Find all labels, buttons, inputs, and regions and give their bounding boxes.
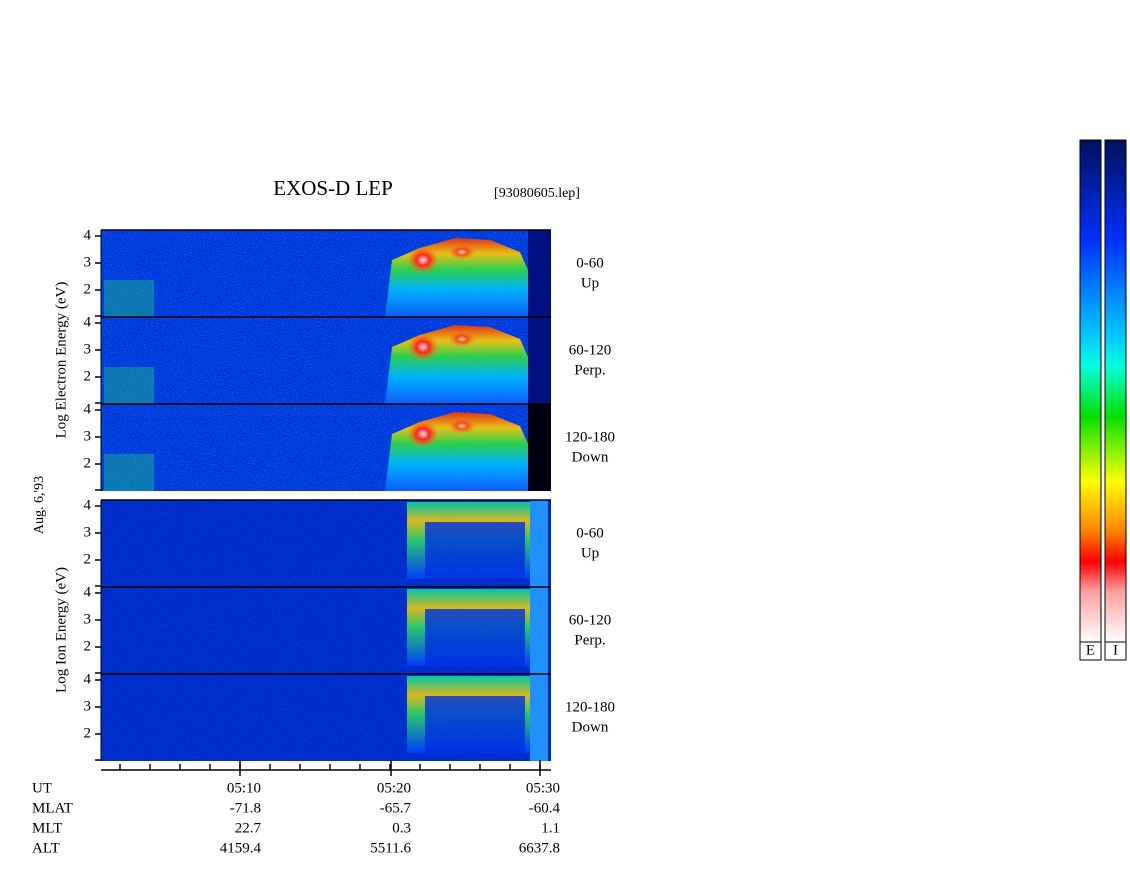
low-band <box>104 280 154 317</box>
panel-angle: 0-60 <box>576 255 604 271</box>
y-tick-label: 2 <box>84 368 92 384</box>
y-tick-label: 3 <box>84 428 92 444</box>
color-bar-label: I <box>1113 642 1118 658</box>
ion-region-body <box>425 696 525 753</box>
table-value: 4159.4 <box>220 840 262 856</box>
table-value: 0.3 <box>392 820 411 836</box>
hot-core <box>407 246 439 274</box>
electron-axis-label: Log Electron Energy (eV) <box>53 282 69 439</box>
orbit-table: UT 05:10 05:20 05:30 MLAT -71.8 -65.7 -60.4 MLT 2… <box>32 760 560 856</box>
y-tick-label: 3 <box>84 698 92 714</box>
panel-direction: Perp. <box>574 632 605 648</box>
panel-direction: Perp. <box>574 362 605 378</box>
hot-core <box>407 420 439 448</box>
panel-angle: 0-60 <box>576 525 604 541</box>
time-label: 05:20 <box>377 780 411 796</box>
table-value: -60.4 <box>529 800 561 816</box>
file-name: [93080605.lep] <box>494 186 580 201</box>
y-tick-label: 2 <box>84 725 92 741</box>
table-value: -65.7 <box>380 800 412 816</box>
hot-core <box>448 331 476 347</box>
color-bar <box>1079 139 1102 643</box>
panel-direction: Down <box>572 449 609 465</box>
table-value: 5511.6 <box>370 840 411 856</box>
row-label: ALT <box>32 840 60 856</box>
panel: 4 3 2 120-180 Down <box>84 401 615 491</box>
y-tick-label: 4 <box>84 497 92 513</box>
panel: 4 3 2 60-120 Perp. <box>84 314 612 404</box>
edge-strip <box>530 674 548 761</box>
hot-core <box>448 418 476 434</box>
edge-strip <box>528 317 551 404</box>
y-tick-label: 3 <box>84 254 92 270</box>
y-tick-label: 4 <box>84 584 92 600</box>
hot-core <box>407 333 439 361</box>
color-bar <box>1104 139 1127 643</box>
y-tick-label: 4 <box>84 401 92 417</box>
panel-angle: 60-120 <box>569 342 612 358</box>
spectrograms: 4 3 2 0-60 Up 4 3 2 60-120 Perp. 4 3 2 120-180 Down 4 3 2… <box>84 227 615 761</box>
panel: 4 3 2 0-60 Up <box>84 497 604 587</box>
y-tick-label: 3 <box>84 341 92 357</box>
y-tick-label: 2 <box>84 455 92 471</box>
color-bar-label-box <box>1104 641 1127 661</box>
row-label: UT <box>32 780 52 796</box>
low-band <box>104 454 154 491</box>
y-tick-label: 2 <box>84 551 92 567</box>
time-axis-ticks <box>119 764 541 770</box>
edge-strip <box>530 587 548 674</box>
table-value: 1.1 <box>541 820 560 836</box>
date-label: Aug. 6,'93 <box>32 476 47 534</box>
y-tick-label: 4 <box>84 227 92 243</box>
edge-strip <box>528 230 551 317</box>
panel-direction: Down <box>572 719 609 735</box>
row-label: MLT <box>32 820 62 836</box>
table-value: -71.8 <box>230 800 261 816</box>
table-value: 22.7 <box>235 820 262 836</box>
y-tick-label: 2 <box>84 281 92 297</box>
color-bar-label: E <box>1086 642 1095 658</box>
y-tick-label: 3 <box>84 611 92 627</box>
y-tick-label: 2 <box>84 638 92 654</box>
hot-core <box>448 244 476 260</box>
table-value: 6637.8 <box>519 840 560 856</box>
ion-region-body <box>425 609 525 666</box>
panel-angle: 60-120 <box>569 612 612 628</box>
y-tick-label: 4 <box>84 671 92 687</box>
panel-direction: Up <box>581 275 599 291</box>
panel: 4 3 2 60-120 Perp. <box>84 584 612 674</box>
time-label: 05:30 <box>526 780 560 796</box>
color-bar-label-box <box>1079 641 1102 661</box>
panel: 4 3 2 120-180 Down <box>84 671 615 761</box>
title: EXOS-D LEP <box>273 176 393 200</box>
panel-angle: 120-180 <box>565 699 615 715</box>
row-label: MLAT <box>32 800 73 816</box>
y-tick-label: 3 <box>84 524 92 540</box>
edge-strip <box>530 500 548 587</box>
panel-angle: 120-180 <box>565 429 615 445</box>
ion-axis-label: Log Ion Energy (eV) <box>53 567 69 693</box>
ion-region-body <box>425 522 525 579</box>
panel: 4 3 2 0-60 Up <box>84 227 604 317</box>
time-label: 05:10 <box>227 780 261 796</box>
edge-strip <box>528 404 551 491</box>
panel-direction: Up <box>581 545 599 561</box>
y-tick-label: 4 <box>84 314 92 330</box>
low-band <box>104 367 154 404</box>
